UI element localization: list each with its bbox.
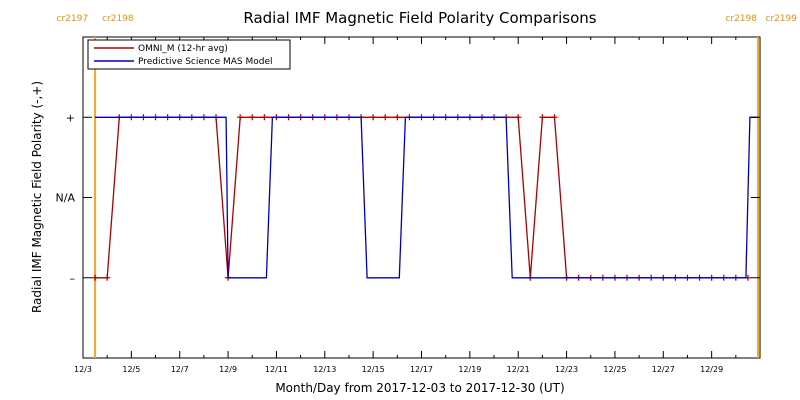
- legend-label-mas: Predictive Science MAS Model: [138, 57, 273, 67]
- x-tick-label: 12/25: [603, 365, 626, 374]
- data-point: [104, 274, 111, 281]
- rotation-label-left: cr2198: [725, 14, 757, 24]
- y-axis-label: Radial IMF Magnetic Field Polarity (-,+): [30, 81, 44, 313]
- x-tick-label: 12/23: [555, 365, 578, 374]
- data-point: [92, 274, 99, 281]
- x-tick-label: 12/19: [458, 365, 481, 374]
- x-tick-label: 12/13: [313, 365, 336, 374]
- rotation-label-right: cr2199: [765, 14, 797, 24]
- y-tick-label: +: [66, 111, 75, 124]
- x-tick-label: 12/3: [74, 365, 92, 374]
- data-point: [551, 114, 558, 121]
- x-axis-label: Month/Day from 2017-12-03 to 2017-12-30 …: [275, 381, 564, 395]
- series-line-1: [95, 116, 758, 279]
- data-point: [394, 114, 401, 121]
- data-point: [539, 114, 546, 121]
- data-point: [370, 114, 377, 121]
- x-tick-label: 12/5: [122, 365, 140, 374]
- x-tick-label: 12/15: [362, 365, 385, 374]
- rotation-label-right: cr2198: [102, 14, 134, 24]
- legend: OMNI_M (12-hr avg) Predictive Science MA…: [87, 39, 291, 70]
- x-tick-label: 12/7: [171, 365, 189, 374]
- x-tick-label: 12/29: [700, 365, 723, 374]
- chart-title: Radial IMF Magnetic Field Polarity Compa…: [243, 9, 596, 27]
- data-point: [382, 114, 389, 121]
- series-layer: [92, 114, 758, 281]
- x-tick-label: 12/9: [219, 365, 237, 374]
- x-tick-label: 12/27: [652, 365, 675, 374]
- x-tick-label: 12/11: [265, 365, 288, 374]
- data-point: [261, 114, 268, 121]
- data-point: [237, 114, 244, 121]
- legend-box: [87, 39, 291, 70]
- rotation-label-left: cr2197: [57, 14, 89, 24]
- x-tick-label: 12/21: [507, 365, 530, 374]
- y-tick-label: N/A: [56, 192, 76, 205]
- x-tick-label: 12/17: [410, 365, 433, 374]
- legend-label-omni: OMNI_M (12-hr avg): [138, 44, 228, 54]
- axes: 12/3 12/5 12/7 12/9 12/11 12/13 12/15 12/17 12/1…: [56, 37, 760, 374]
- data-point: [515, 114, 522, 121]
- y-tick-label: –: [70, 272, 76, 285]
- data-point: [249, 114, 256, 121]
